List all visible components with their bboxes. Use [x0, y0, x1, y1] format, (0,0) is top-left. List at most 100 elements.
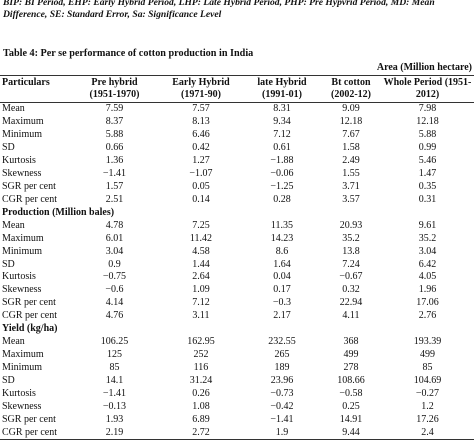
row-label: Mean	[2, 103, 25, 115]
column-header: Particulars	[0, 75, 70, 103]
table-cell: −1.41	[102, 387, 127, 399]
table-cell: 9.44	[321, 426, 381, 440]
table-cell: 6.01	[105, 232, 124, 244]
row-label: Skewness	[2, 284, 42, 296]
table-cell: 2.76	[418, 310, 437, 322]
column-header: Whole Period (1951- 2012)	[381, 75, 474, 103]
unit-label: Area (Million hectare)	[376, 62, 472, 73]
table-cell: 265	[274, 348, 290, 360]
table-cell: 7.67	[342, 129, 360, 141]
table-cell: 193.39	[413, 336, 442, 348]
table-cell: 0.66	[105, 142, 124, 154]
table-cell: 0.32	[342, 284, 360, 296]
table-cell: 5.88	[418, 129, 437, 141]
table-cell: 278	[343, 361, 359, 373]
table-cell: 1.96	[418, 284, 437, 296]
table-cell: 4.11	[342, 310, 360, 322]
table-cell: 499	[420, 348, 435, 360]
section-header-row: Production (Million bales)	[0, 206, 474, 219]
row-label: Mean	[2, 336, 25, 348]
row-label: Maximum	[2, 116, 44, 128]
table-cell: −0.73	[270, 387, 294, 399]
row-label: Skewness	[2, 168, 42, 180]
table-cell: 35.2	[342, 232, 360, 244]
table-row: Maximum 125 252 265 499 499	[0, 349, 474, 362]
table-cell: 104.69	[413, 374, 442, 386]
table-cell: 1.47	[418, 168, 437, 180]
table-cell: −0.58	[339, 387, 363, 399]
table-cell: 1.58	[342, 142, 360, 154]
table-cell: 12.18	[416, 116, 439, 128]
table-cell: 3.11	[192, 310, 210, 322]
section-title: Yield (kg/ha)	[2, 323, 58, 335]
table-row: Kurtosis 1.36 1.27 −1.88 2.49 5.46	[0, 155, 474, 168]
table-cell: −0.13	[102, 400, 127, 412]
table-cell: 0.35	[418, 180, 437, 192]
header-row: Particulars Pre hybrid (1951-1970) Early …	[0, 75, 474, 103]
table-cell: 116	[193, 361, 209, 373]
table-cell: 8.31	[273, 103, 291, 115]
table-cell: −0.67	[339, 271, 363, 283]
table-cell: 1.93	[105, 413, 124, 425]
table-cell: 22.94	[339, 297, 363, 309]
table-cell: 189	[274, 361, 290, 373]
table-cell: 2.64	[192, 271, 210, 283]
row-label: CGR per cent	[2, 193, 57, 205]
table-cell: 1.55	[342, 168, 360, 180]
table-cell: 1.27	[192, 155, 210, 167]
table-cell: 1.64	[273, 258, 291, 270]
column-header: Early Hybrid (1971-90)	[159, 75, 243, 103]
row-label: CGR per cent	[0, 426, 70, 440]
table-cell: 17.06	[416, 297, 439, 309]
table-cell: 85	[422, 361, 433, 373]
table-cell: 3.71	[342, 180, 360, 192]
table-cell: 7.12	[273, 129, 291, 141]
table-cell: 4.58	[192, 245, 210, 257]
table-cell: −0.06	[270, 168, 294, 180]
table-cell: 14.1	[105, 374, 124, 386]
table-cell: 12.18	[339, 116, 363, 128]
table-row: SGR per cent 1.93 6.89 −1.41 14.91 17.26	[0, 413, 474, 426]
row-label: SD	[2, 374, 15, 386]
table-cell: −1.07	[189, 168, 213, 180]
table-cell: −0.6	[105, 284, 124, 296]
table-row: Mean 7.59 7.57 8.31 9.09 7.98	[0, 103, 474, 116]
table-cell: 31.24	[189, 374, 213, 386]
table-cell: 3.57	[342, 193, 360, 205]
table-cell: 8.13	[192, 116, 210, 128]
table-row: SD 0.9 1.44 1.64 7.24 6.42	[0, 258, 474, 271]
table-row: SGR per cent 4.14 7.12 −0.3 22.94 17.06	[0, 297, 474, 310]
column-header: late Hybrid (1991-01)	[243, 75, 321, 103]
column-header: Bt cotton (2002-12)	[321, 75, 381, 103]
table-cell: −0.27	[415, 387, 440, 399]
table-cell: 1.08	[192, 400, 210, 412]
table-cell: 162.95	[187, 336, 215, 348]
table-cell: 9.34	[273, 116, 291, 128]
table-cell: 5.88	[105, 129, 124, 141]
row-label: Skewness	[2, 400, 42, 412]
table-cell: 3.04	[418, 245, 437, 257]
row-label: Kurtosis	[2, 387, 36, 399]
table-cell: 0.25	[342, 400, 360, 412]
table-cell: 2.49	[342, 155, 360, 167]
table-cell: 1.09	[192, 284, 210, 296]
performance-table: Particulars Pre hybrid (1951-1970) Early …	[0, 75, 474, 440]
table-cell: 85	[109, 361, 120, 373]
table-row: CGR per cent 2.19 2.72 1.9 9.44 2.4	[0, 426, 474, 440]
table-row: Maximum 6.01 11.42 14.23 35.2 35.2	[0, 232, 474, 245]
table-cell: 1.57	[105, 180, 124, 192]
table-row: SGR per cent 1.57 0.05 −1.25 3.71 0.35	[0, 181, 474, 194]
row-label: Maximum	[2, 348, 44, 360]
table-cell: 0.9	[108, 258, 121, 270]
table-row: Minimum 5.88 6.46 7.12 7.67 5.88	[0, 129, 474, 142]
section-header-row: Yield (kg/ha)	[0, 323, 474, 336]
row-label: SGR per cent	[2, 180, 56, 192]
table-row: Kurtosis −1.41 0.26 −0.73 −0.58 −0.27	[0, 387, 474, 400]
table-row: Maximum 8.37 8.13 9.34 12.18 12.18	[0, 116, 474, 129]
row-label: SD	[2, 142, 15, 154]
row-label: Kurtosis	[2, 155, 36, 167]
row-label: Maximum	[2, 232, 44, 244]
table-cell: 7.98	[418, 103, 437, 115]
table-cell: 0.61	[273, 142, 291, 154]
table-cell: 2.19	[70, 426, 159, 440]
